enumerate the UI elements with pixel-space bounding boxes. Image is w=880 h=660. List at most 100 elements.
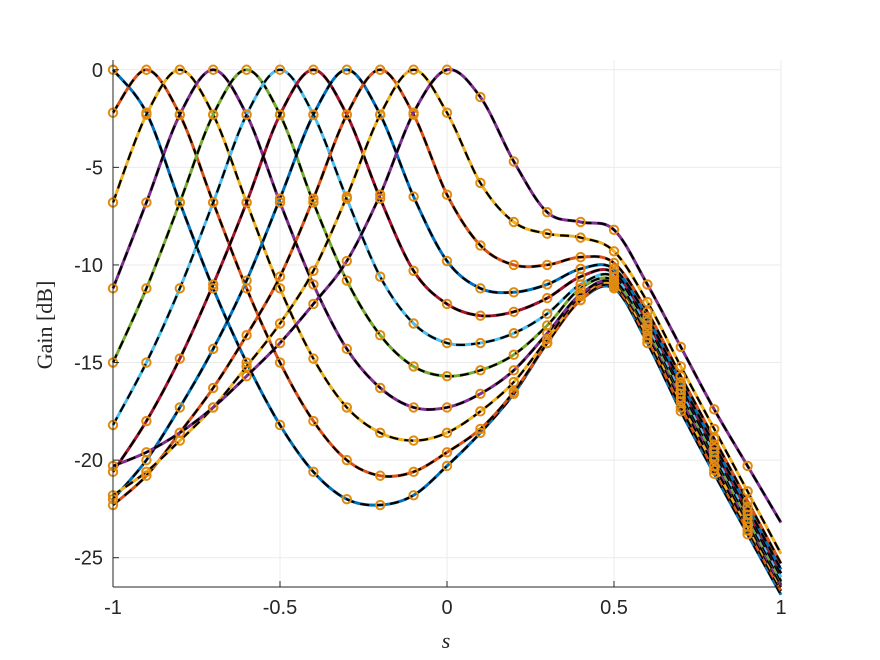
series-marker (241, 371, 252, 382)
series-marker (709, 439, 720, 450)
series-marker (341, 191, 352, 202)
series-marker (141, 64, 152, 75)
series-marker (642, 316, 653, 327)
series-marker (241, 64, 252, 75)
series-marker (475, 406, 486, 417)
series-marker (141, 447, 152, 458)
axes (112, 60, 782, 588)
series-marker (742, 495, 753, 507)
series-marker (274, 193, 286, 204)
series-marker (174, 197, 186, 208)
series-marker (475, 177, 486, 189)
series-marker (742, 505, 753, 517)
series-marker (208, 197, 219, 208)
series-marker (408, 191, 419, 202)
series-marker (208, 283, 219, 294)
y-tick-label: 0 (92, 60, 103, 82)
series-marker (475, 240, 486, 251)
series-marker (542, 308, 553, 319)
series-marker (408, 435, 419, 446)
series-marker (709, 460, 720, 472)
series-marker (141, 109, 152, 120)
series-marker (375, 330, 386, 341)
series-marker (441, 371, 453, 382)
series-marker (675, 376, 686, 388)
series-marker (475, 283, 486, 294)
series-marker (575, 294, 586, 306)
series-marker (709, 443, 720, 454)
series-marker (174, 283, 186, 294)
series-marker (408, 466, 419, 478)
series-reference-line (112, 68, 782, 578)
series-marker (441, 107, 453, 118)
series-marker (308, 466, 319, 478)
series-marker (441, 64, 453, 75)
series-marker (241, 357, 252, 368)
series-marker (542, 279, 553, 290)
series-marker (174, 427, 186, 439)
series-marker (675, 361, 686, 372)
series-marker (441, 460, 453, 472)
series-marker (709, 423, 720, 435)
series-marker (475, 337, 486, 349)
series-marker (575, 283, 586, 294)
series-reference-line (112, 68, 782, 524)
grid-lines (112, 60, 782, 587)
series-reference-line (111, 68, 782, 582)
series-marker (742, 486, 753, 497)
y-tick-label: -25 (74, 548, 103, 570)
series-marker (274, 109, 286, 120)
x-axis-label: s (442, 628, 451, 653)
series-marker (308, 265, 319, 276)
series-marker (441, 427, 453, 439)
series-marker (375, 109, 386, 120)
series-marker (408, 64, 419, 75)
series-marker (709, 464, 720, 476)
series-marker (508, 349, 519, 360)
x-tick-label: 1 (775, 597, 786, 619)
series-marker (308, 279, 319, 290)
series-marker (508, 328, 519, 339)
series-marker (575, 216, 586, 228)
series-marker (274, 64, 286, 75)
series-marker (675, 402, 686, 413)
series-marker (575, 289, 586, 300)
series-marker (375, 470, 386, 481)
x-tick-label: -0.5 (263, 597, 297, 619)
series-marker (542, 292, 553, 304)
series-marker (475, 388, 486, 399)
series-marker (441, 337, 453, 349)
series-marker (642, 279, 653, 290)
series-marker (174, 64, 186, 75)
series-marker (475, 427, 486, 439)
y-tick-label: -10 (74, 255, 103, 277)
series-marker (542, 228, 553, 239)
series-marker (375, 193, 386, 204)
series-marker (508, 216, 519, 228)
series-marker (542, 320, 553, 331)
series-marker (608, 224, 620, 236)
series-marker (542, 333, 553, 345)
x-tick-label: 0 (441, 597, 452, 619)
series-marker (274, 318, 286, 329)
series-line (111, 68, 783, 571)
series-marker (274, 271, 286, 282)
series-marker (508, 386, 519, 398)
x-tick-labels: -1 -0.5 0 0.5 1 (104, 597, 786, 619)
series-marker (742, 460, 753, 472)
series-marker (241, 275, 252, 286)
series-marker (508, 376, 519, 388)
series-reference-line (112, 68, 782, 574)
series-marker (642, 330, 653, 341)
series-marker (575, 232, 586, 243)
y-axis-label: Gain [dB] (32, 281, 57, 370)
series-marker (441, 255, 453, 267)
series-marker (341, 109, 352, 120)
series-marker (709, 433, 720, 444)
series-marker (241, 330, 252, 341)
series-marker (308, 109, 319, 120)
series-marker (675, 380, 686, 392)
series-marker (475, 423, 486, 435)
series-marker (341, 402, 352, 413)
y-tick-label: -20 (74, 450, 103, 472)
